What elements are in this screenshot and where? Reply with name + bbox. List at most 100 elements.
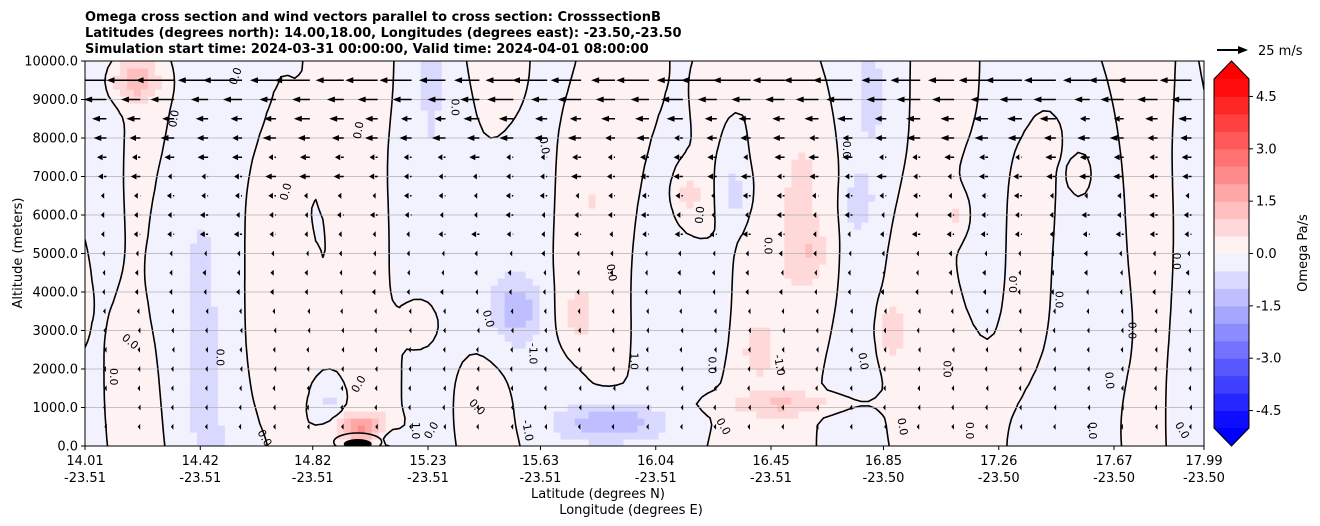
omega-cell: [630, 271, 639, 279]
omega-cell: [777, 383, 785, 391]
omega-cell: [154, 355, 163, 363]
omega-cell: [1099, 306, 1107, 314]
omega-cell: [735, 257, 744, 265]
omega-cell: [203, 236, 212, 244]
omega-cell: [1071, 425, 1079, 433]
omega-cell: [588, 236, 597, 244]
omega-cell: [672, 278, 681, 286]
omega-cell: [91, 355, 100, 363]
omega-cell: [763, 376, 771, 384]
omega-cell: [532, 313, 541, 321]
omega-cell: [952, 285, 960, 293]
omega-cell: [280, 264, 289, 272]
omega-cell: [85, 299, 93, 307]
omega-cell: [434, 411, 443, 419]
omega-cell: [161, 243, 170, 251]
omega-cell: [728, 348, 737, 356]
omega-cell: [672, 229, 681, 237]
omega-cell: [525, 271, 534, 279]
omega-cell: [777, 236, 785, 244]
omega-cell: [392, 369, 401, 377]
omega-cell: [280, 369, 289, 377]
omega-cell: [343, 299, 352, 307]
omega-cell: [105, 348, 114, 356]
omega-cell: [1022, 236, 1030, 244]
omega-cell: [462, 243, 471, 251]
omega-cell: [805, 306, 813, 314]
omega-cell: [672, 362, 681, 370]
omega-cell: [126, 306, 135, 314]
omega-cell: [938, 320, 946, 328]
omega-cell: [245, 299, 254, 307]
omega-cell: [1022, 229, 1030, 237]
omega-cell: [889, 243, 897, 251]
omega-cell: [1078, 341, 1086, 349]
omega-cell: [483, 306, 492, 314]
omega-cell: [1113, 390, 1121, 398]
omega-cell: [1113, 306, 1121, 314]
omega-cell: [959, 348, 967, 356]
omega-cell: [980, 362, 988, 370]
omega-cell: [889, 397, 897, 405]
omega-cell: [532, 390, 541, 398]
omega-cell: [539, 432, 548, 440]
omega-cell: [301, 222, 310, 230]
omega-cell: [308, 334, 317, 342]
omega-cell: [819, 439, 827, 446]
omega-cell: [1106, 390, 1114, 398]
omega-cell: [777, 292, 785, 300]
omega-cell: [987, 285, 995, 293]
omega-cell: [140, 369, 149, 377]
omega-cell: [147, 264, 156, 272]
omega-cell: [1071, 278, 1079, 286]
omega-cell: [1162, 355, 1170, 363]
omega-cell: [1092, 341, 1100, 349]
omega-cell: [182, 348, 191, 356]
omega-cell: [588, 292, 597, 300]
omega-cell: [784, 411, 792, 419]
omega-cell: [140, 432, 149, 440]
omega-cell: [1099, 397, 1107, 405]
omega-cell: [259, 334, 268, 342]
omega-cell: [805, 299, 813, 307]
omega-cell: [413, 432, 422, 440]
omega-cell: [266, 320, 275, 328]
omega-cell: [469, 376, 478, 384]
omega-cell: [238, 425, 247, 433]
omega-cell: [1036, 439, 1044, 446]
omega-cell: [658, 383, 667, 391]
omega-cell: [945, 320, 953, 328]
omega-cell: [679, 397, 688, 405]
omega-cell: [273, 285, 282, 293]
omega-cell: [266, 285, 275, 293]
omega-cell: [784, 369, 792, 377]
omega-cell: [140, 313, 149, 321]
omega-cell: [399, 285, 408, 293]
omega-cell: [1022, 299, 1030, 307]
omega-cell: [1183, 411, 1191, 419]
omega-cell: [357, 292, 366, 300]
omega-cell: [259, 397, 268, 405]
omega-cell: [546, 383, 555, 391]
omega-cell: [525, 355, 534, 363]
omega-cell: [175, 334, 184, 342]
omega-cell: [994, 299, 1002, 307]
omega-cell: [854, 362, 862, 370]
omega-cell: [140, 376, 149, 384]
omega-cell: [896, 257, 904, 265]
omega-cell: [805, 236, 813, 244]
omega-cell: [980, 243, 988, 251]
omega-cell: [847, 236, 855, 244]
omega-cell: [476, 306, 485, 314]
omega-cell: [196, 418, 205, 426]
omega-cell: [1043, 257, 1051, 265]
omega-cell: [1092, 313, 1100, 321]
omega-cell: [637, 425, 646, 433]
omega-cell: [1183, 306, 1191, 314]
omega-cell: [882, 299, 890, 307]
omega-cell: [1148, 257, 1156, 265]
omega-cell: [756, 285, 764, 293]
omega-cell: [1092, 334, 1100, 342]
omega-cell: [658, 418, 667, 426]
omega-cell: [371, 355, 380, 363]
